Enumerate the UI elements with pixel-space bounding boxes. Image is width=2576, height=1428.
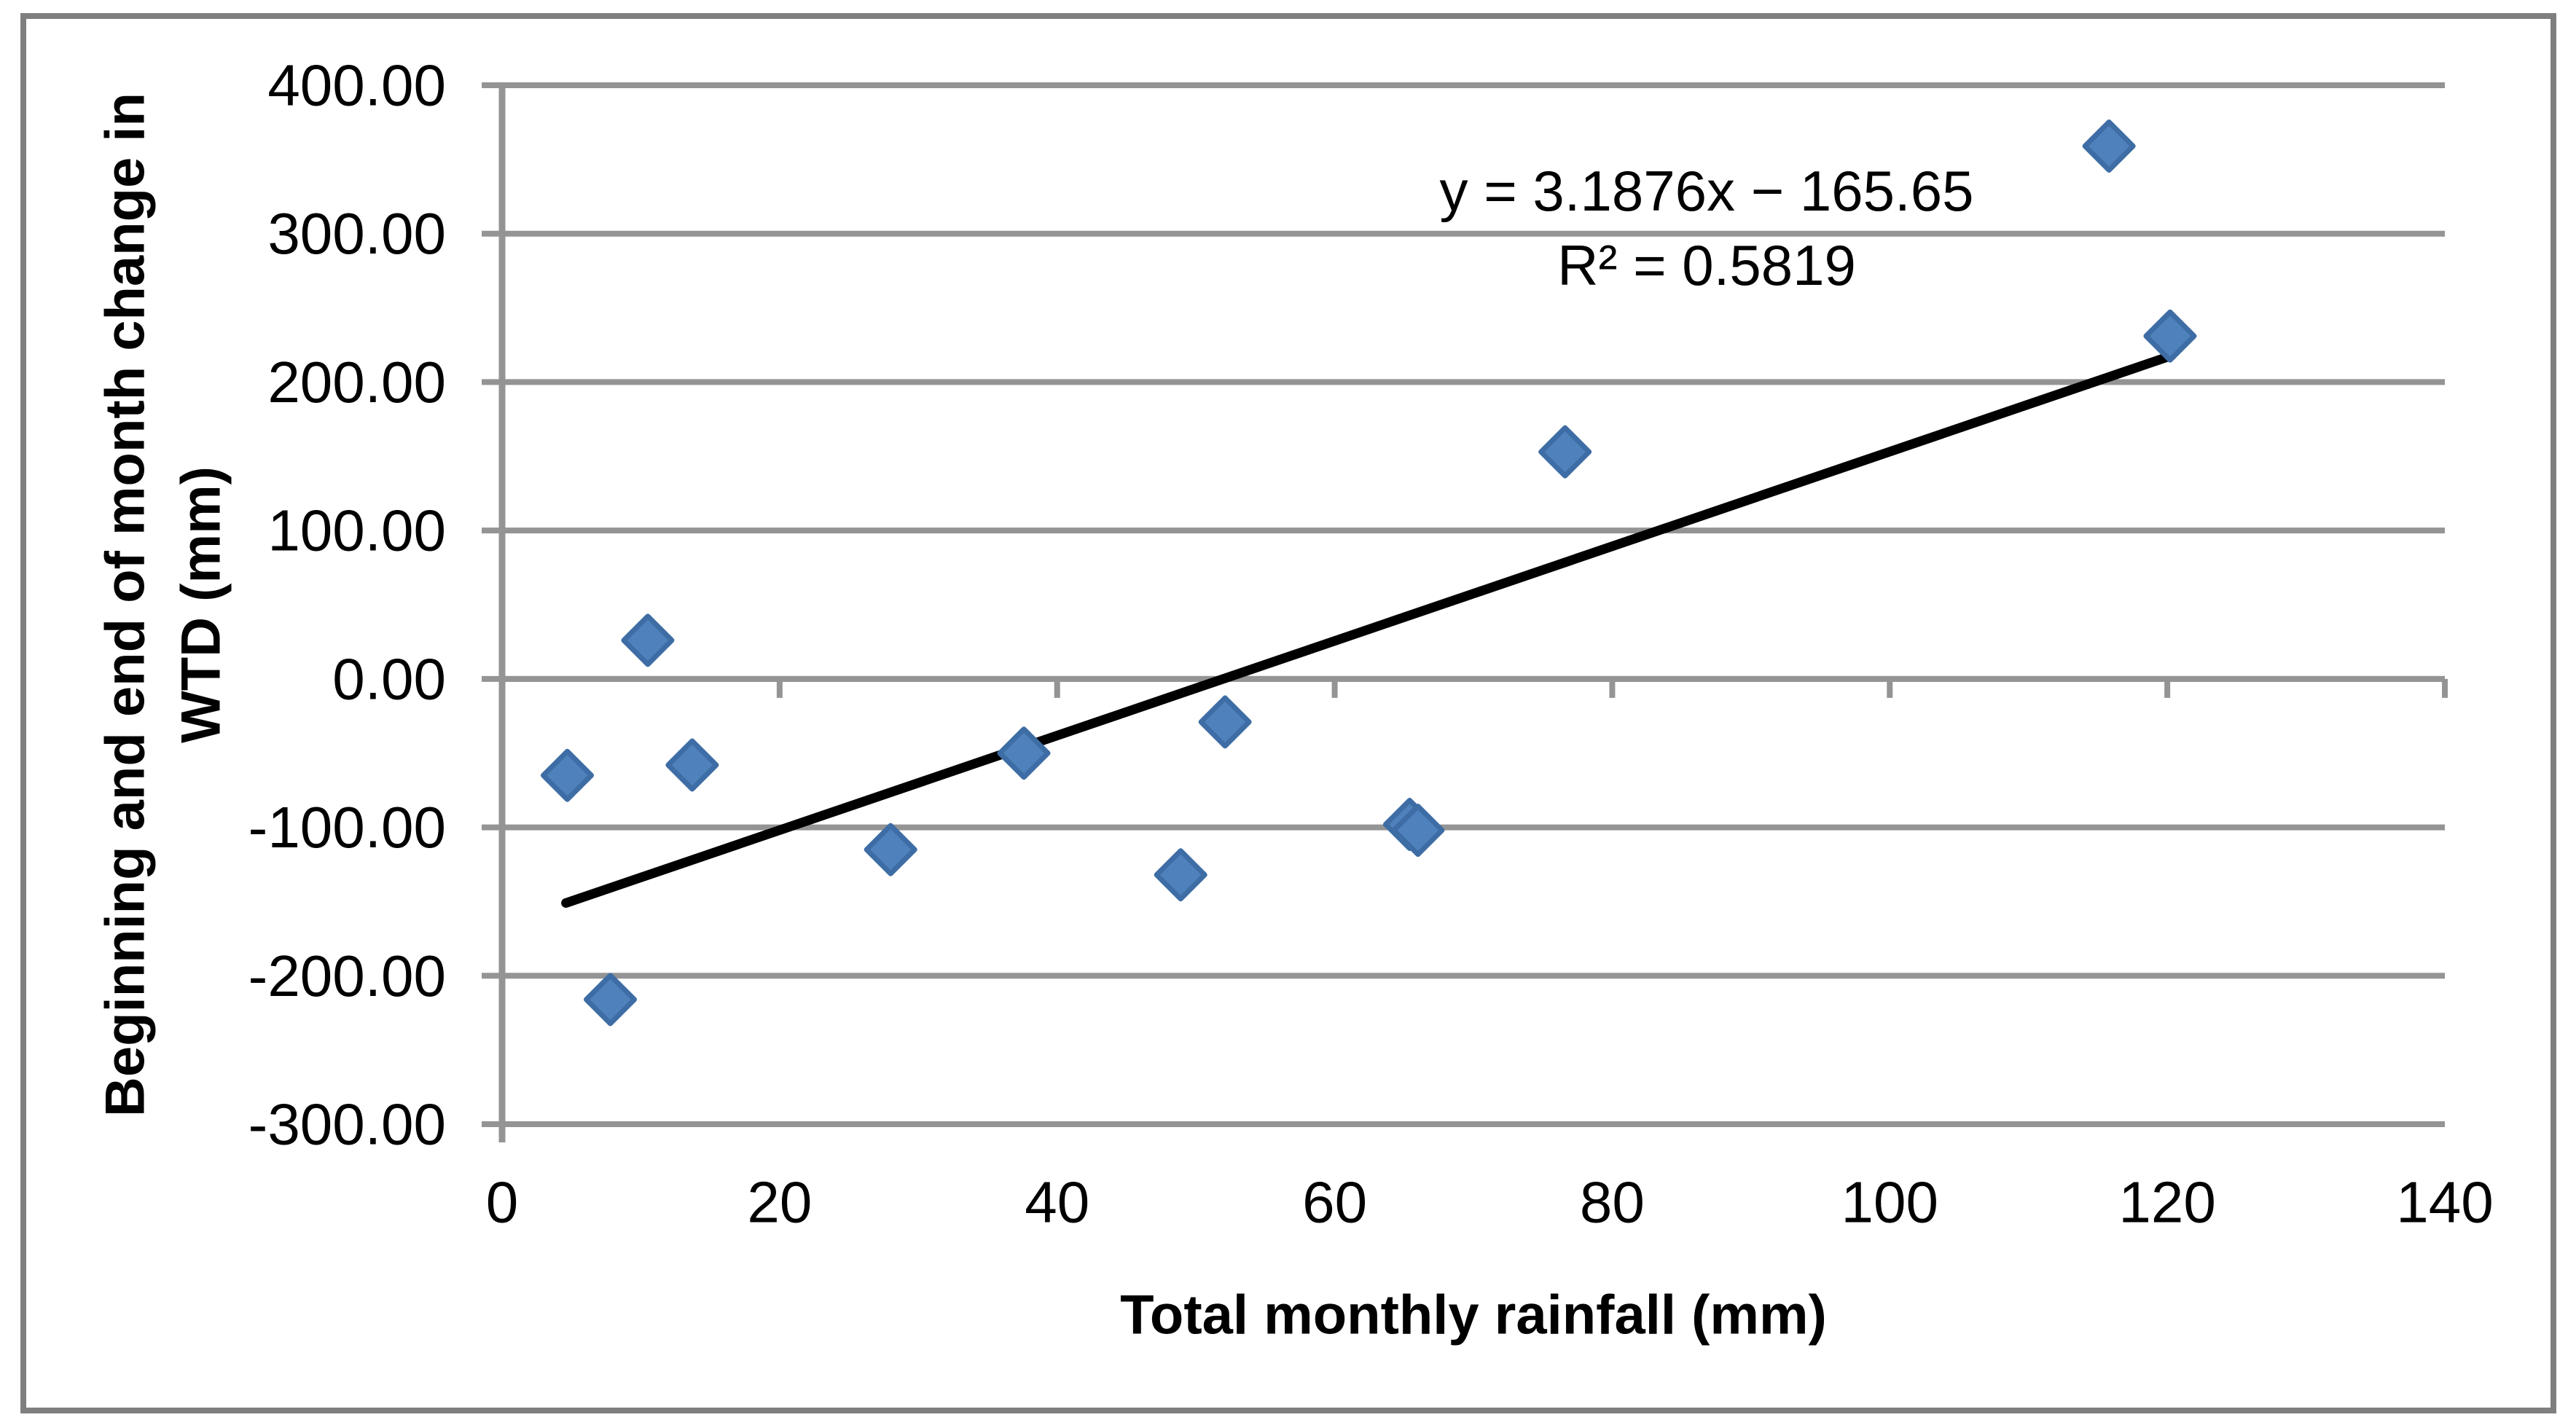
gridlines-group: [502, 82, 2445, 1127]
y-tick-label: -100.00: [248, 795, 446, 860]
data-point-marker: [541, 748, 595, 802]
x-tick-label: 100: [1841, 1170, 1938, 1235]
data-points-group: [541, 119, 2197, 1027]
x-tick-label: 120: [2118, 1170, 2215, 1235]
y-tick-label: 0.00: [332, 646, 446, 711]
y-tick-label: -200.00: [248, 944, 446, 1008]
data-point-marker: [2143, 309, 2197, 363]
trendline-group: [561, 350, 2177, 908]
trendline: [561, 350, 2177, 908]
y-tick-label: 100.00: [267, 498, 446, 563]
data-point-marker: [1154, 848, 1207, 902]
x-tick-label: 80: [1580, 1170, 1645, 1235]
chart-border: [20, 13, 2556, 1413]
data-point-marker: [584, 973, 638, 1027]
trendline-equation-label: y = 3.1876x − 165.65: [1440, 159, 1974, 223]
x-tick-label: 60: [1302, 1170, 1367, 1235]
y-tick-label: -300.00: [248, 1092, 446, 1157]
data-point-marker: [1198, 695, 1252, 749]
x-tick-label: 140: [2396, 1170, 2493, 1235]
x-tick-label: 20: [747, 1170, 812, 1235]
y-tick-label: 400.00: [267, 53, 446, 118]
data-point-marker: [997, 726, 1051, 780]
y-axis-title-line2: WTD (mm): [171, 466, 232, 743]
data-point-marker: [2082, 119, 2136, 173]
r-squared-label: R² = 0.5819: [1557, 233, 1856, 297]
data-point-marker: [864, 823, 917, 876]
x-tick-label: 0: [486, 1170, 519, 1235]
data-point-marker: [621, 613, 675, 667]
y-axis-title-line1: Beginning and end of month change in: [95, 93, 157, 1117]
x-axis-title: Total monthly rainfall (mm): [1120, 1284, 1827, 1346]
data-point-marker: [1538, 425, 1592, 479]
ticks-group: [482, 82, 2448, 1127]
x-tick-label: 40: [1025, 1170, 1089, 1235]
y-tick-label: 200.00: [267, 350, 446, 415]
y-tick-label: 300.00: [267, 201, 446, 266]
axes-group: [498, 82, 2445, 1142]
data-point-marker: [665, 738, 719, 792]
tick-labels-group: 400.00 300.00 200.00 100.00 0.00 -100.00 -200.…: [248, 53, 2494, 1235]
data-point-marker: [1391, 804, 1445, 858]
